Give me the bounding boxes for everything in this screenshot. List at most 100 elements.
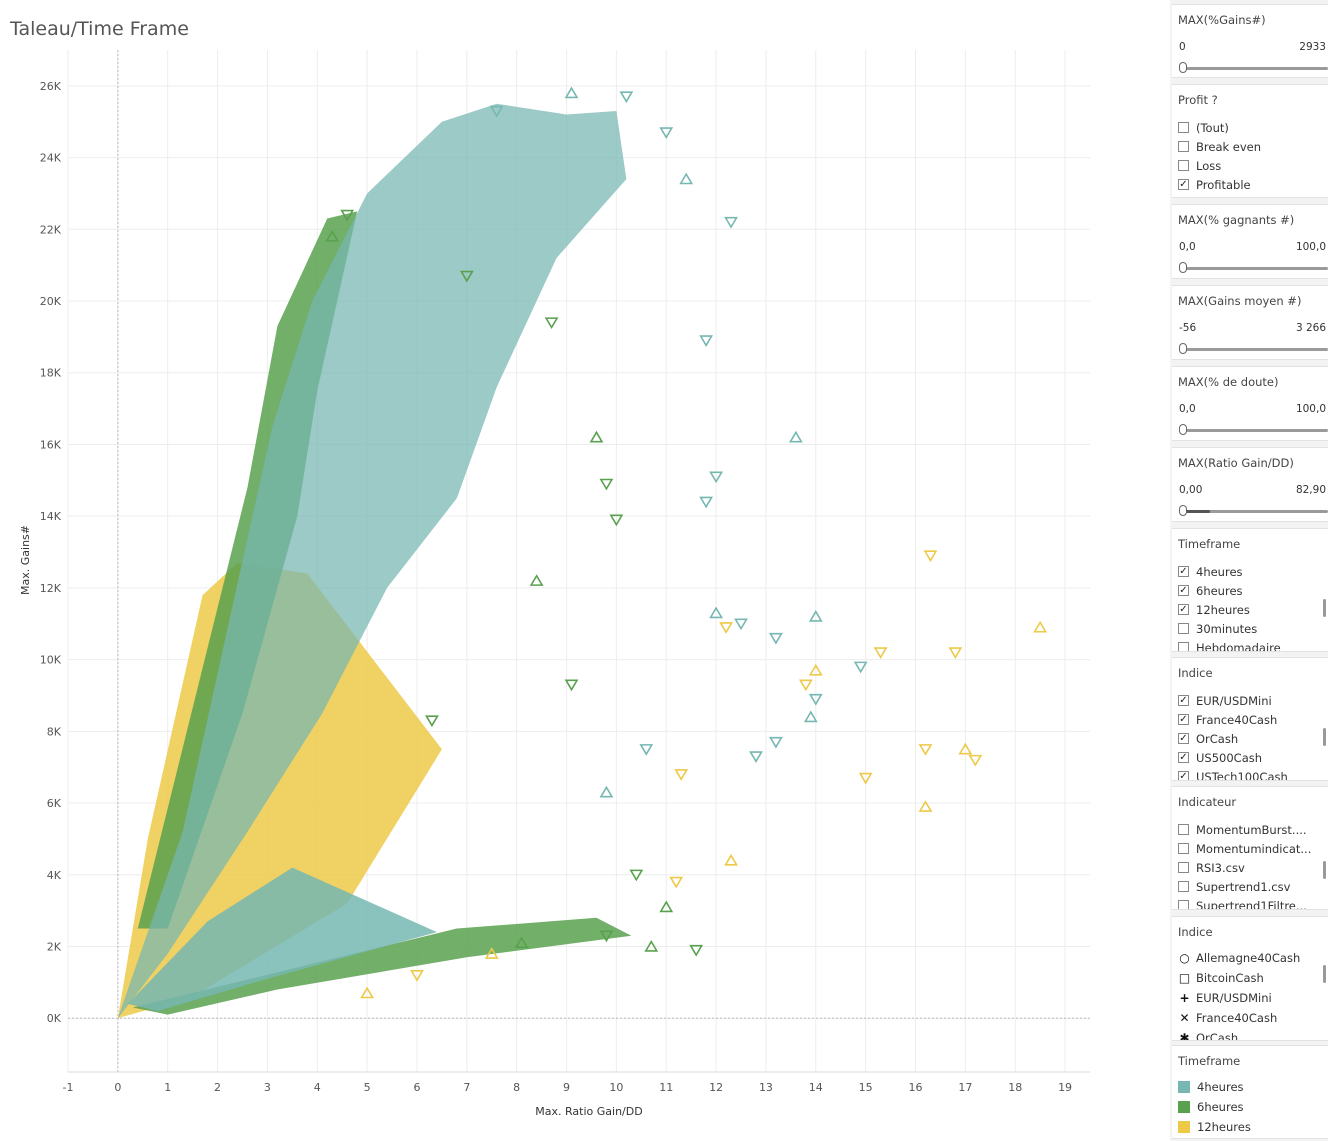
option-orcash[interactable]: ✓ OrCash [1178, 730, 1238, 747]
checkbox[interactable] [1178, 623, 1189, 634]
slider-min-handle[interactable] [1179, 62, 1187, 73]
slider-track[interactable] [1182, 510, 1328, 513]
y-axis-label: Max. Gains# [19, 525, 32, 595]
option-break-even[interactable]: Break even [1178, 138, 1261, 155]
checkbox[interactable]: ✓ [1178, 178, 1189, 190]
x-tick-label: 1 [164, 1081, 171, 1094]
scrollbar[interactable] [1323, 965, 1326, 983]
slider-min-handle[interactable] [1179, 343, 1187, 354]
option-label: 12heures [1196, 602, 1250, 617]
checkbox[interactable]: ✓ [1178, 694, 1189, 706]
slider-min-handle[interactable] [1179, 505, 1187, 516]
data-point [948, 647, 963, 659]
option-us500cash[interactable]: ✓ US500Cash [1178, 749, 1262, 766]
data-point [788, 430, 803, 443]
data-point [659, 900, 674, 913]
legend-item-allemagne40cash[interactable]: ○ Allemagne40Cash [1178, 949, 1300, 966]
option-label: 30minutes [1196, 621, 1258, 636]
x-tick-label: 5 [364, 1081, 371, 1094]
option-supertrend1filtre[interactable]: Supertrend1Filtre... [1178, 897, 1307, 909]
filter-indicateur: Indicateur MomentumBurst.... Momentumind… [1172, 786, 1328, 910]
legend-item-6heures[interactable]: 6heures [1178, 1098, 1244, 1115]
scatter-plot[interactable]: -1 0 1 2 3 4 5 6 7 8 9 10 11 12 13 14 15 16 17 18 190K2K4K6K… [0, 0, 1168, 1141]
data-point [918, 744, 933, 756]
checkbox[interactable]: ✓ [1178, 732, 1189, 744]
axis-layer: -1 0 1 2 3 4 5 6 7 8 9 10 11 12 13 14 15 16 17 18 190K2K4K6K… [19, 80, 1072, 1118]
legend-item-eur-usdmini[interactable]: + EUR/USDMini [1178, 989, 1271, 1006]
checkbox[interactable] [1178, 843, 1189, 854]
checkbox[interactable]: ✓ [1178, 751, 1189, 763]
option-rsi3[interactable]: RSI3.csv [1178, 859, 1245, 876]
data-point [360, 986, 375, 999]
checkbox[interactable]: ✓ [1178, 770, 1189, 781]
option-momentumburst[interactable]: MomentumBurst.... [1178, 821, 1307, 838]
checkbox[interactable] [1178, 141, 1189, 152]
slider-track[interactable] [1182, 348, 1328, 351]
option-momentumindicat[interactable]: Momentumindicat... [1178, 840, 1311, 857]
filter-ratio: MAX(Ratio Gain/DD) 0,00 82,90 [1172, 447, 1328, 522]
x-tick-label: 19 [1058, 1081, 1072, 1094]
slider-min-handle[interactable] [1179, 262, 1187, 273]
range-max: 2933 [1299, 41, 1326, 53]
option-eur-usdmini[interactable]: ✓ EUR/USDMini [1178, 692, 1272, 709]
scrollbar[interactable] [1323, 728, 1326, 746]
checkbox[interactable] [1178, 122, 1189, 133]
filter-title: Indicateur [1178, 795, 1237, 809]
option-tout[interactable]: (Tout) [1178, 119, 1229, 136]
checkbox[interactable]: ✓ [1178, 584, 1189, 596]
scrollbar[interactable] [1323, 861, 1326, 879]
x-tick-label: 3 [264, 1081, 271, 1094]
scrollbar[interactable] [1323, 599, 1326, 617]
data-point [599, 930, 614, 943]
data-point-layer [325, 86, 1048, 999]
data-point [958, 742, 973, 755]
y-tick-label: 10K [40, 654, 62, 667]
x-tick-label: 6 [413, 1081, 420, 1094]
range-max: 100,0 [1295, 241, 1326, 253]
data-point [609, 514, 624, 527]
option-6heures[interactable]: ✓ 6heures [1178, 582, 1243, 599]
legend-item-orcash[interactable]: ✱ OrCash [1178, 1029, 1238, 1041]
checkbox[interactable] [1178, 862, 1189, 873]
legend-item-4heures[interactable]: 4heures [1178, 1078, 1244, 1095]
option-label: US500Cash [1196, 750, 1263, 765]
checkbox[interactable] [1178, 642, 1189, 651]
checkbox[interactable]: ✓ [1178, 713, 1189, 725]
color-swatch [1178, 1080, 1190, 1093]
option-30minutes[interactable]: 30minutes [1178, 620, 1257, 637]
square-icon: □ [1178, 970, 1191, 985]
option-france40cash[interactable]: ✓ France40Cash [1178, 711, 1277, 728]
checkbox[interactable] [1178, 900, 1189, 909]
checkbox[interactable]: ✓ [1178, 565, 1189, 577]
legend-item-france40cash[interactable]: ✕ France40Cash [1178, 1009, 1277, 1026]
option-12heures[interactable]: ✓ 12heures [1178, 601, 1250, 618]
filter-title: MAX(Gains moyen #) [1178, 294, 1302, 308]
data-point [699, 496, 714, 509]
slider-min-handle[interactable] [1179, 424, 1187, 435]
checkbox[interactable] [1178, 160, 1189, 171]
option-label: France40Cash [1196, 712, 1278, 727]
option-ustech100cash[interactable]: ✓ USTech100Cash [1178, 768, 1288, 781]
slider-track[interactable] [1182, 67, 1328, 70]
legend-item-bitcoincash[interactable]: □ BitcoinCash [1178, 969, 1264, 986]
legend-title: Timeframe [1178, 1054, 1241, 1068]
option-supertrend1[interactable]: Supertrend1.csv [1178, 878, 1290, 895]
y-tick-label: 4K [47, 869, 62, 882]
legend-item-12heures[interactable]: 12heures [1178, 1118, 1251, 1135]
slider-track[interactable] [1182, 267, 1328, 270]
checkbox[interactable] [1178, 824, 1189, 835]
option-4heures[interactable]: ✓ 4heures [1178, 563, 1243, 580]
option-hebdomadaire[interactable]: Hebdomadaire [1178, 639, 1281, 651]
data-point [529, 574, 544, 586]
data-point [719, 622, 733, 634]
range-min: 0,00 [1179, 484, 1203, 496]
data-point [699, 335, 714, 347]
y-tick-label: 0K [47, 1012, 62, 1025]
checkbox[interactable]: ✓ [1178, 603, 1189, 615]
data-point [659, 127, 674, 140]
checkbox[interactable] [1178, 881, 1189, 892]
data-point [639, 744, 654, 756]
slider-track[interactable] [1182, 429, 1328, 432]
option-loss[interactable]: Loss [1178, 157, 1221, 174]
option-profitable[interactable]: ✓ Profitable [1178, 176, 1251, 193]
